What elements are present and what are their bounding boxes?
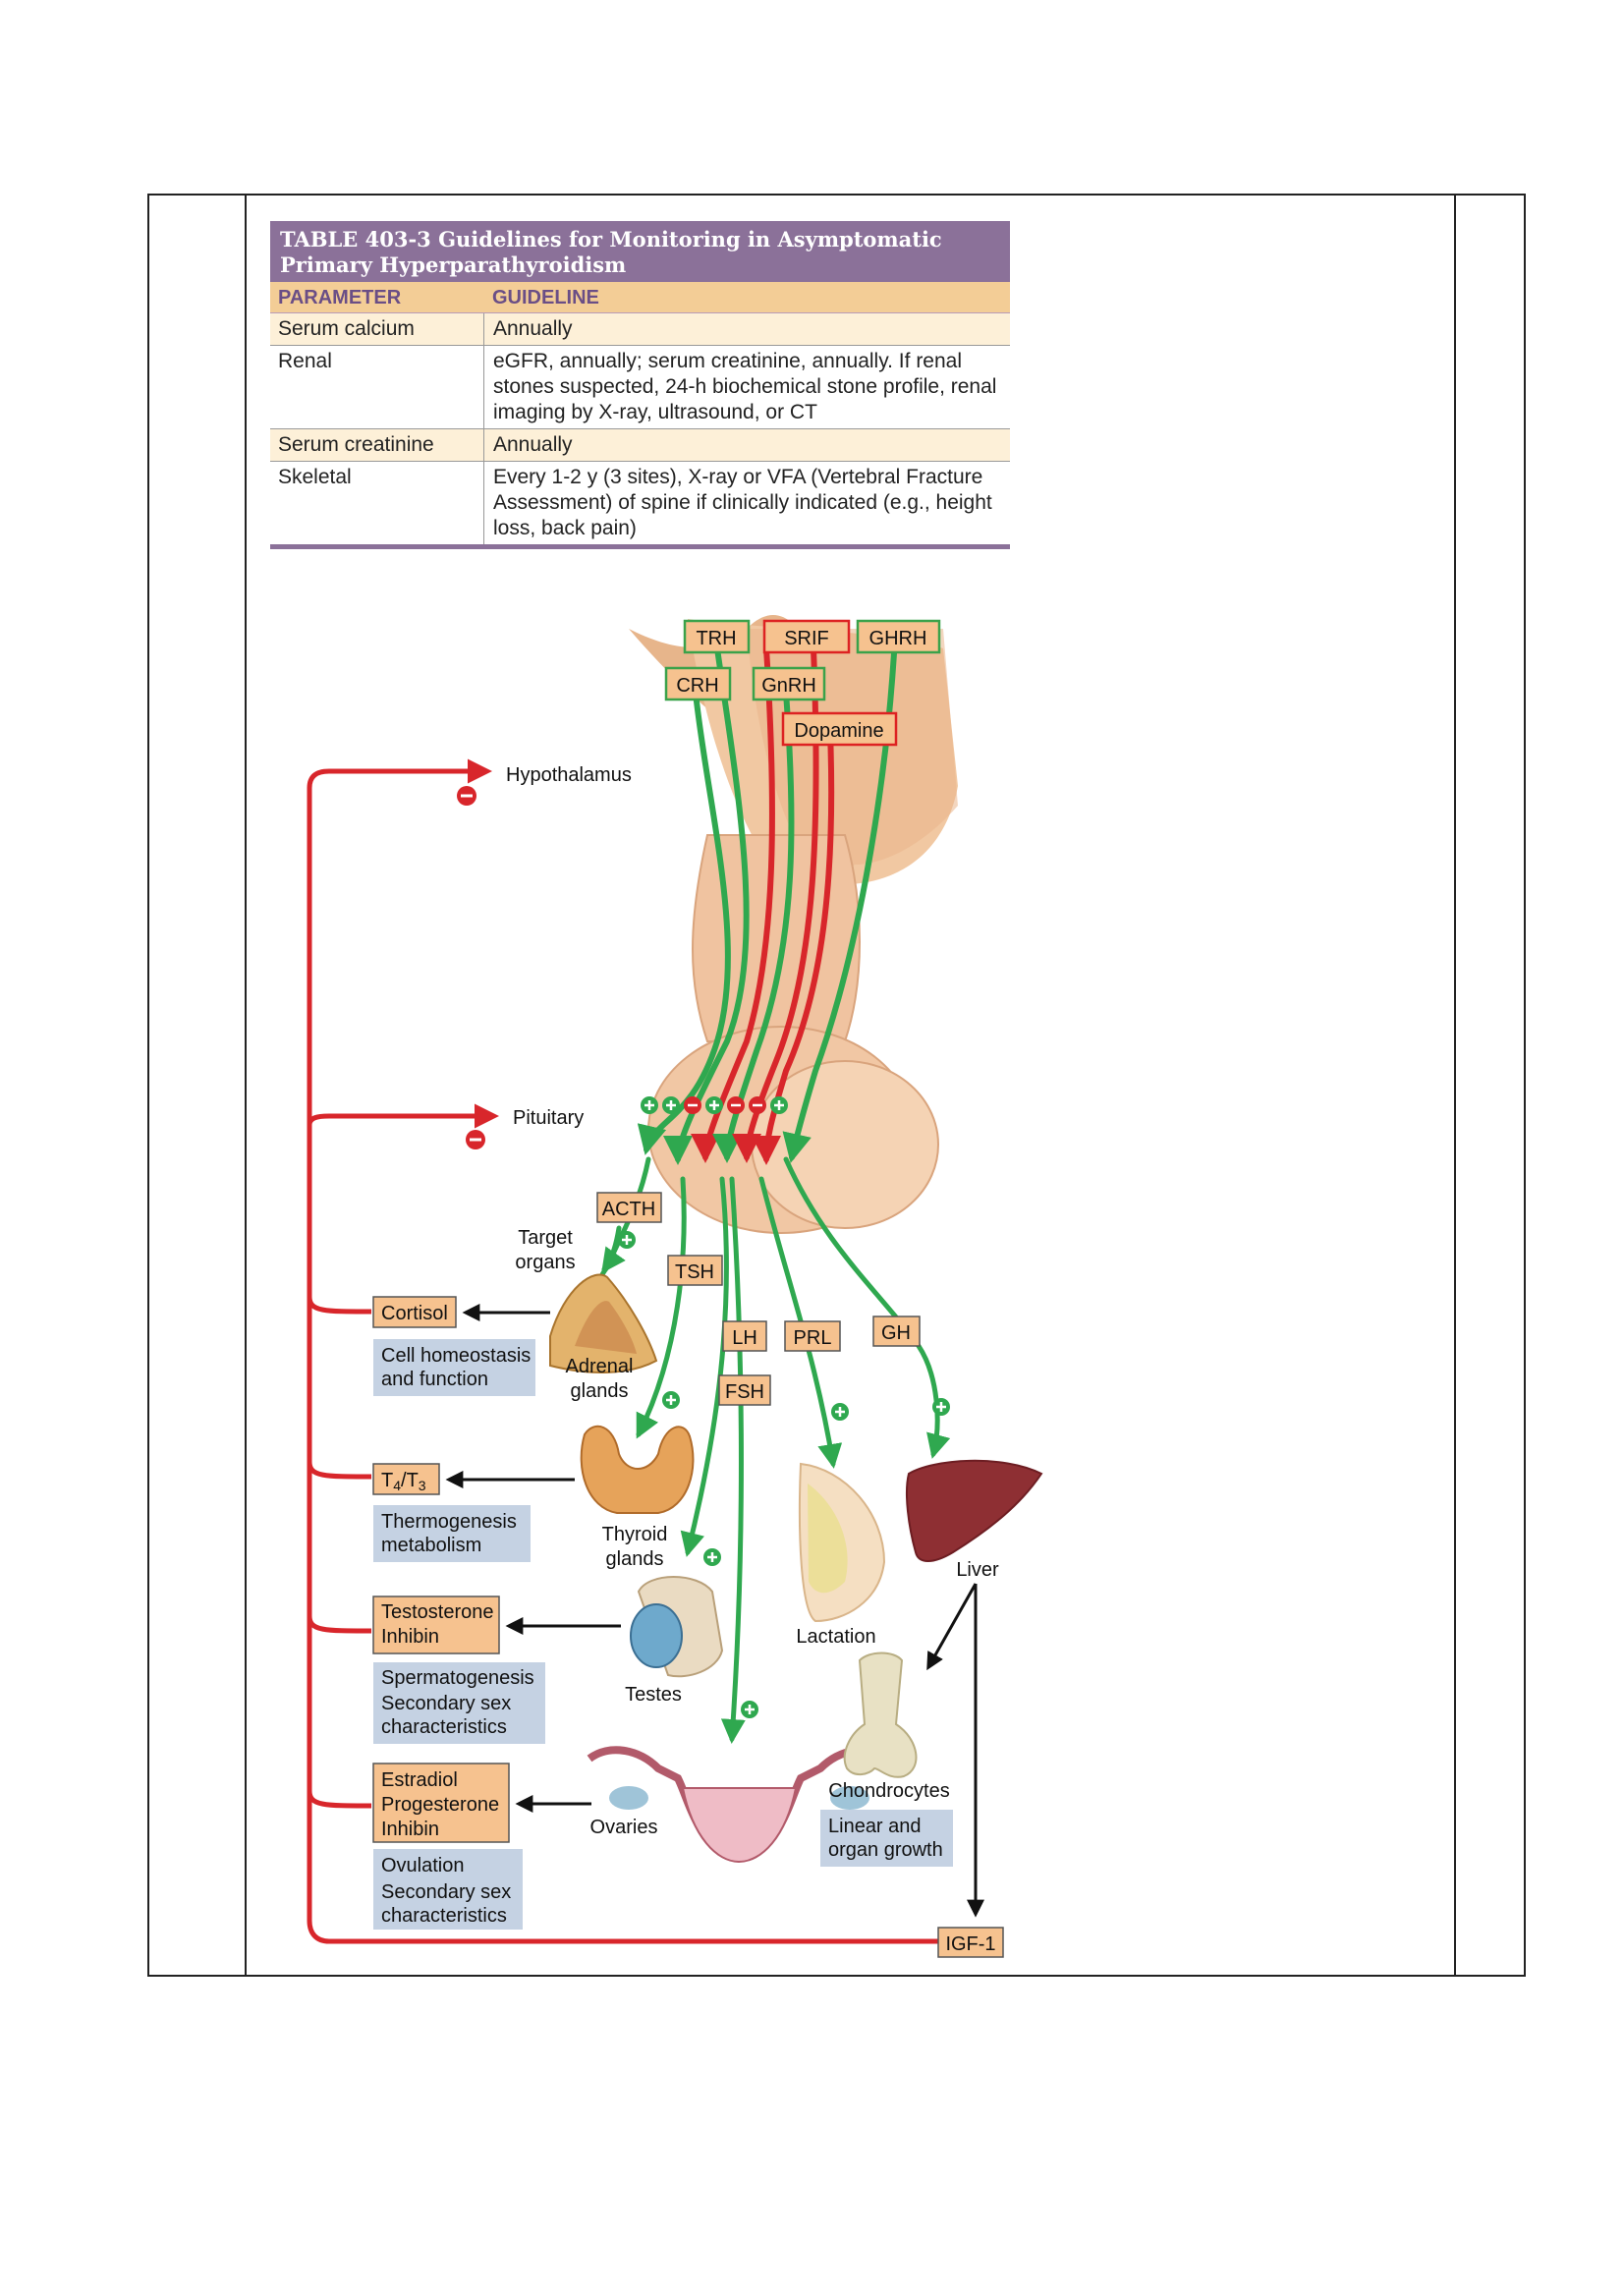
- plus-icon: [662, 1391, 680, 1409]
- minus-icon: [466, 1130, 485, 1149]
- effect-text: and function: [381, 1369, 488, 1390]
- igf1-label: IGF-1: [945, 1933, 995, 1955]
- plus-icon: [770, 1096, 788, 1114]
- effect-text: Secondary sex: [381, 1693, 511, 1714]
- hypothalamus-label: Hypothalamus: [506, 764, 632, 786]
- effect-text: Linear and: [828, 1816, 922, 1837]
- lactation-label: Lactation: [796, 1626, 875, 1648]
- trh-label: TRH: [696, 628, 736, 649]
- progesterone-label: Progesterone: [381, 1794, 499, 1816]
- page-frame: [147, 194, 1526, 1977]
- effect-text: characteristics: [381, 1905, 507, 1927]
- table-row: Serum creatinine Annually: [270, 428, 1010, 461]
- liver-illustration: [905, 1459, 1043, 1562]
- thyroid-gland-illustration: [580, 1425, 695, 1514]
- ovaries-uterus-illustration: [587, 1746, 892, 1864]
- parameter-cell: Serum creatinine: [270, 429, 484, 461]
- effect-text: Secondary sex: [381, 1881, 511, 1903]
- header-parameter: PARAMETER: [278, 287, 402, 308]
- table-title: TABLE 403-3 Guidelines for Monitoring in…: [270, 221, 1010, 282]
- effect-text: Ovulation: [381, 1855, 465, 1876]
- minus-icon: [749, 1096, 766, 1114]
- prl-label: PRL: [794, 1327, 832, 1349]
- target-stimulation-signs: [618, 1231, 950, 1718]
- ovaries-label: Ovaries: [590, 1817, 658, 1838]
- plus-icon: [705, 1096, 723, 1114]
- guidelines-table: TABLE 403-3 Guidelines for Monitoring in…: [270, 221, 1010, 549]
- cortisol-label: Cortisol: [381, 1303, 448, 1324]
- acth-label: ACTH: [602, 1199, 655, 1220]
- thyroid-glands-label: Thyroid glands: [602, 1524, 668, 1570]
- effect-text: metabolism: [381, 1535, 481, 1556]
- pituitary-label: Pituitary: [513, 1107, 584, 1129]
- guideline-cell: Annually: [493, 433, 573, 456]
- minus-icon: [727, 1096, 745, 1114]
- parameter-cell: Serum calcium: [270, 313, 484, 345]
- product-boxes: Cortisol T4/T3 Testosterone Inhibin Estr…: [372, 1296, 1004, 1958]
- header-guideline: GUIDELINE: [492, 287, 599, 308]
- crh-label: CRH: [676, 675, 718, 697]
- fsh-label: FSH: [725, 1381, 764, 1403]
- releasing-hormone-labels: TRH SRIF GHRH CRH GnRH Dopamine: [664, 619, 941, 747]
- minus-icon: [457, 786, 476, 806]
- effect-boxes: Cell homeostasis and function Thermogene…: [373, 1339, 953, 1930]
- testosterone-label: Testosterone: [381, 1601, 494, 1623]
- effect-text: organ growth: [828, 1839, 943, 1861]
- effect-text: characteristics: [381, 1716, 507, 1738]
- table-row: Renal eGFR, annually; serum creatinine, …: [270, 345, 1010, 428]
- liver-label: Liver: [956, 1559, 999, 1581]
- plus-icon: [641, 1096, 658, 1114]
- frame-left-column-rule: [245, 196, 247, 1975]
- frame-right-column-rule: [1454, 196, 1456, 1975]
- pituitary-hormone-labels: ACTH TSH LH FSH PRL GH: [596, 1192, 921, 1406]
- testes-label: Testes: [625, 1684, 682, 1706]
- bone-illustration: [843, 1652, 918, 1778]
- target-organs-label: Target organs: [515, 1227, 575, 1273]
- inhibin-label: Inhibin: [381, 1819, 439, 1840]
- pituitary-modulation-signs: [641, 1096, 788, 1114]
- plus-icon: [662, 1096, 680, 1114]
- lh-label: LH: [732, 1327, 757, 1349]
- guideline-cell: Annually: [493, 317, 573, 340]
- pituitary-illustration: [647, 834, 939, 1234]
- gnrh-label: GnRH: [761, 675, 816, 697]
- parameter-cell: Renal: [270, 346, 484, 428]
- parameter-cell: Skeletal: [270, 462, 484, 544]
- guideline-cell: Every 1-2 y (3 sites), X-ray or VFA (Ver…: [493, 466, 992, 539]
- plus-icon: [741, 1701, 758, 1718]
- table-bottom-rule: [270, 544, 1010, 549]
- inhibin-label: Inhibin: [381, 1626, 439, 1648]
- gh-label: GH: [881, 1322, 911, 1344]
- releasing-hormone-tracts: [637, 645, 897, 1165]
- plus-icon: [932, 1398, 950, 1416]
- effect-text: Spermatogenesis: [381, 1667, 534, 1689]
- table-header-row: PARAMETER GUIDELINE: [270, 282, 1010, 313]
- product-arrows: [445, 1304, 621, 1813]
- plus-icon: [831, 1403, 849, 1421]
- adrenal-glands-label: Adrenal glands: [566, 1356, 634, 1402]
- minus-icon: [684, 1096, 701, 1114]
- srif-label: SRIF: [784, 628, 829, 649]
- adrenal-gland-illustration: [549, 1273, 658, 1373]
- estradiol-label: Estradiol: [381, 1769, 458, 1791]
- plus-icon: [618, 1231, 636, 1249]
- tsh-label: TSH: [675, 1261, 714, 1283]
- guideline-cell: eGFR, annually; serum creatinine, annual…: [493, 350, 997, 423]
- effect-text: Cell homeostasis: [381, 1345, 531, 1367]
- testes-illustration: [630, 1576, 724, 1678]
- effect-text: Thermogenesis: [381, 1511, 517, 1533]
- table-row: Serum calcium Annually: [270, 313, 1010, 345]
- table-row: Skeletal Every 1-2 y (3 sites), X-ray or…: [270, 461, 1010, 544]
- breast-illustration: [798, 1462, 886, 1623]
- negative-feedback-loop: [307, 758, 938, 1944]
- liver-output-arrows: [926, 1583, 984, 1918]
- chondrocytes-label: Chondrocytes: [828, 1780, 949, 1802]
- dopamine-label: Dopamine: [794, 720, 883, 742]
- ghrh-label: GHRH: [869, 628, 927, 649]
- plus-icon: [703, 1548, 721, 1566]
